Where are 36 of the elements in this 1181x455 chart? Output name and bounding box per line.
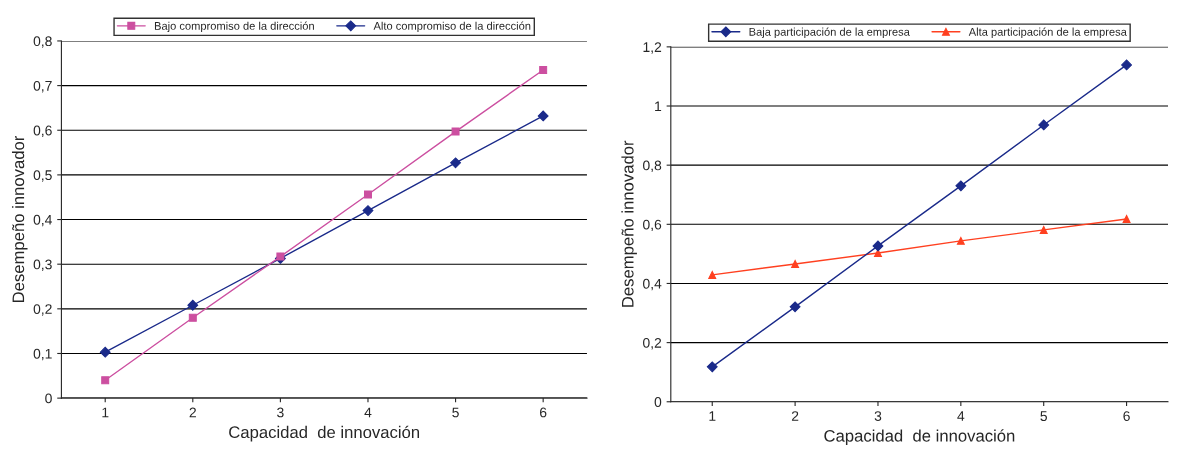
y-tick-label: 0,2 — [643, 337, 662, 350]
x-tick-label: 3 — [874, 411, 882, 421]
y-axis-title: Desempeño innovador — [11, 135, 28, 303]
x-tick-label: 1 — [102, 407, 109, 418]
x-tick-label: 6 — [540, 407, 547, 418]
legend-label: Baja participación de la empresa — [749, 27, 910, 38]
x-axis-title: Capacidad de innovación — [229, 425, 420, 442]
y-tick-label: 0,4 — [643, 278, 662, 291]
x-tick-label: 4 — [364, 407, 372, 418]
legend-label: Alto compromiso de la dirección — [373, 21, 531, 33]
legend-label: Bajo compromiso de la dirección — [154, 21, 314, 33]
x-tick-label: 1 — [709, 411, 716, 421]
x-tick-label: 6 — [1123, 411, 1130, 421]
y-tick-label: 0,8 — [33, 36, 52, 48]
y-tick-label: 0,4 — [33, 214, 52, 227]
y-tick-label: 0,1 — [33, 348, 52, 361]
y-tick-label: 0,3 — [33, 259, 52, 271]
y-axis-title: Desempeño innovador — [621, 140, 637, 307]
y-tick-label: 0,6 — [33, 125, 52, 138]
x-tick-label: 5 — [1040, 411, 1047, 421]
y-tick-label: 0,6 — [643, 219, 662, 232]
y-tick-label: 0,8 — [643, 160, 662, 172]
x-tick-label: 5 — [452, 407, 459, 418]
x-tick-label: 4 — [957, 411, 965, 421]
y-tick-label: 0 — [654, 397, 662, 407]
legend-label: Alta participación de la empresa — [968, 27, 1127, 38]
y-tick-label: 0 — [45, 393, 52, 404]
y-tick-label: 0,5 — [33, 170, 52, 182]
x-tick-label: 2 — [189, 407, 196, 418]
y-tick-label: 1 — [655, 101, 662, 112]
y-tick-label: 1,2 — [643, 42, 662, 54]
x-axis-title: Capacidad de innovación — [824, 429, 1015, 446]
x-tick-label: 2 — [791, 411, 799, 421]
y-tick-label: 0,7 — [33, 80, 52, 93]
x-tick-label: 3 — [277, 407, 284, 418]
y-tick-label: 0,2 — [33, 304, 52, 316]
